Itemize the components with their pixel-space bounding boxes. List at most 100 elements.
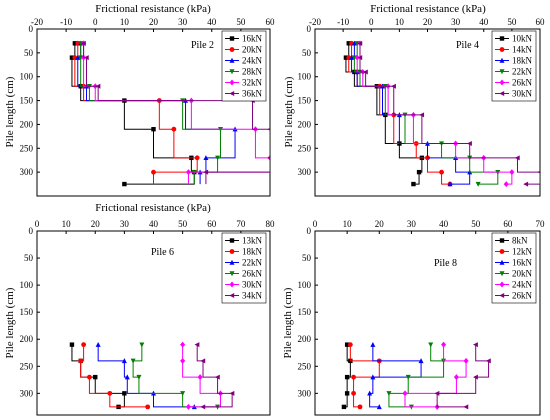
data-point-16kN [418,358,424,364]
y-tick-label: 300 [20,167,34,177]
legend-marker-24kN [499,281,505,288]
y-tick-label: 50 [302,48,312,58]
legend-label-32kN: 32kN [242,78,263,88]
legend-label-14kN: 14kN [512,45,533,55]
data-point-8kN [344,374,350,380]
series-line-24kN [77,43,236,185]
data-point-26kN [473,342,478,348]
data-point-30kN [197,374,203,381]
panel-label: Pile 8 [434,258,457,269]
data-point-10kN [411,181,416,187]
plot-frame [314,230,541,416]
data-point-34kN [214,374,220,380]
legend-marker-8kN [499,238,505,243]
plot-area [69,341,235,410]
legend-label-28kN: 28kN [242,67,263,77]
panel-label: Pile 6 [151,247,174,258]
legend-marker-22kN [229,259,235,265]
data-point-24kN [203,155,209,161]
legend-label-36kN: 36kN [242,89,263,99]
data-point-26kN [503,181,509,188]
data-point-26kN [509,169,515,176]
legend-marker-26kN [229,271,235,277]
x-tick-label: 40 [207,17,217,27]
x-tick-label: 50 [178,219,188,229]
y-tick-label: 150 [298,307,312,317]
y-tick-label: 300 [298,388,312,398]
data-point-20kN [428,342,434,348]
y-axis-title: Pile length (cm) [4,287,16,358]
series-line-32kN [83,43,270,185]
series-line-18kN [351,43,471,185]
legend-marker-26kN [499,293,505,298]
y-tick-label: 250 [20,143,34,153]
y-tick-label: 150 [20,96,34,106]
y-tick-label: 0 [307,226,312,236]
data-point-26kN [354,54,360,61]
legend-label-34kN: 34kN [242,291,263,301]
data-point-18kN [107,390,113,396]
panel-pile-4: Frictional resistance (kPa) Pile length … [283,3,545,197]
legend-label-30kN: 30kN [512,89,533,99]
plot-area [341,341,491,410]
x-tick-label: 20 [375,219,385,229]
data-point-12kN [347,342,353,348]
data-point-20kN [405,374,411,380]
legend-label-8kN: 8kN [512,236,528,246]
data-point-34kN [200,404,206,410]
data-point-36kN [83,55,89,61]
data-point-36kN [80,40,86,46]
data-point-34kN [229,390,235,396]
y-tick-label: 0 [29,24,34,34]
data-point-12kN [357,404,363,410]
data-point-30kN [357,40,363,46]
y-tick-label: 200 [20,334,34,344]
legend-label-16kN: 16kN [512,258,533,268]
data-point-26kN [136,374,142,380]
legend-label-12kN: 12kN [512,247,533,257]
legend-marker-10kN [499,36,505,41]
y-tick-label: 100 [20,280,34,290]
y-tick-label: 200 [298,119,312,129]
data-point-24kN [402,390,408,397]
data-point-22kN [475,181,481,187]
legend-label-20kN: 20kN [512,269,533,279]
data-point-30kN [419,112,425,118]
legend-label-16kN: 16kN [242,34,263,44]
y-tick-label: 0 [29,226,34,236]
data-point-30kN [180,357,186,364]
data-point-18kN [349,54,355,60]
series-line-30kN [359,43,540,185]
y-tick-label: 100 [20,72,34,82]
legend-marker-16kN [229,36,235,41]
x-tick-label: 0 [35,219,40,229]
legend-box [491,30,537,102]
x-tick-label: 50 [471,219,481,229]
series-line-28kN [80,43,221,185]
y-tick-label: 0 [307,24,312,34]
data-point-16kN [376,404,382,410]
data-point-26kN [130,358,136,364]
data-point-32kN [185,169,191,176]
series-line-26kN [132,344,218,408]
data-point-13kN [93,374,98,380]
series-line-34kN [196,344,233,408]
legend-box [221,30,267,102]
x-tick-label: 10 [62,219,72,229]
data-point-18kN [78,358,84,364]
data-point-22kN [121,358,127,364]
x-tick-label: 40 [479,17,489,27]
y-tick-label: 50 [24,253,34,263]
data-point-20kN [386,391,392,397]
series-line-26kN [356,43,513,185]
data-point-20kN [194,155,200,161]
y-tick-label: 50 [302,253,312,263]
data-point-36kN [267,156,270,160]
legend-marker-12kN [499,249,505,254]
data-point-24kN [441,341,447,348]
series-line-30kN [182,344,221,408]
legend-marker-30kN [229,281,235,288]
data-point-30kN [180,341,186,348]
series-line-22kN [353,43,499,185]
